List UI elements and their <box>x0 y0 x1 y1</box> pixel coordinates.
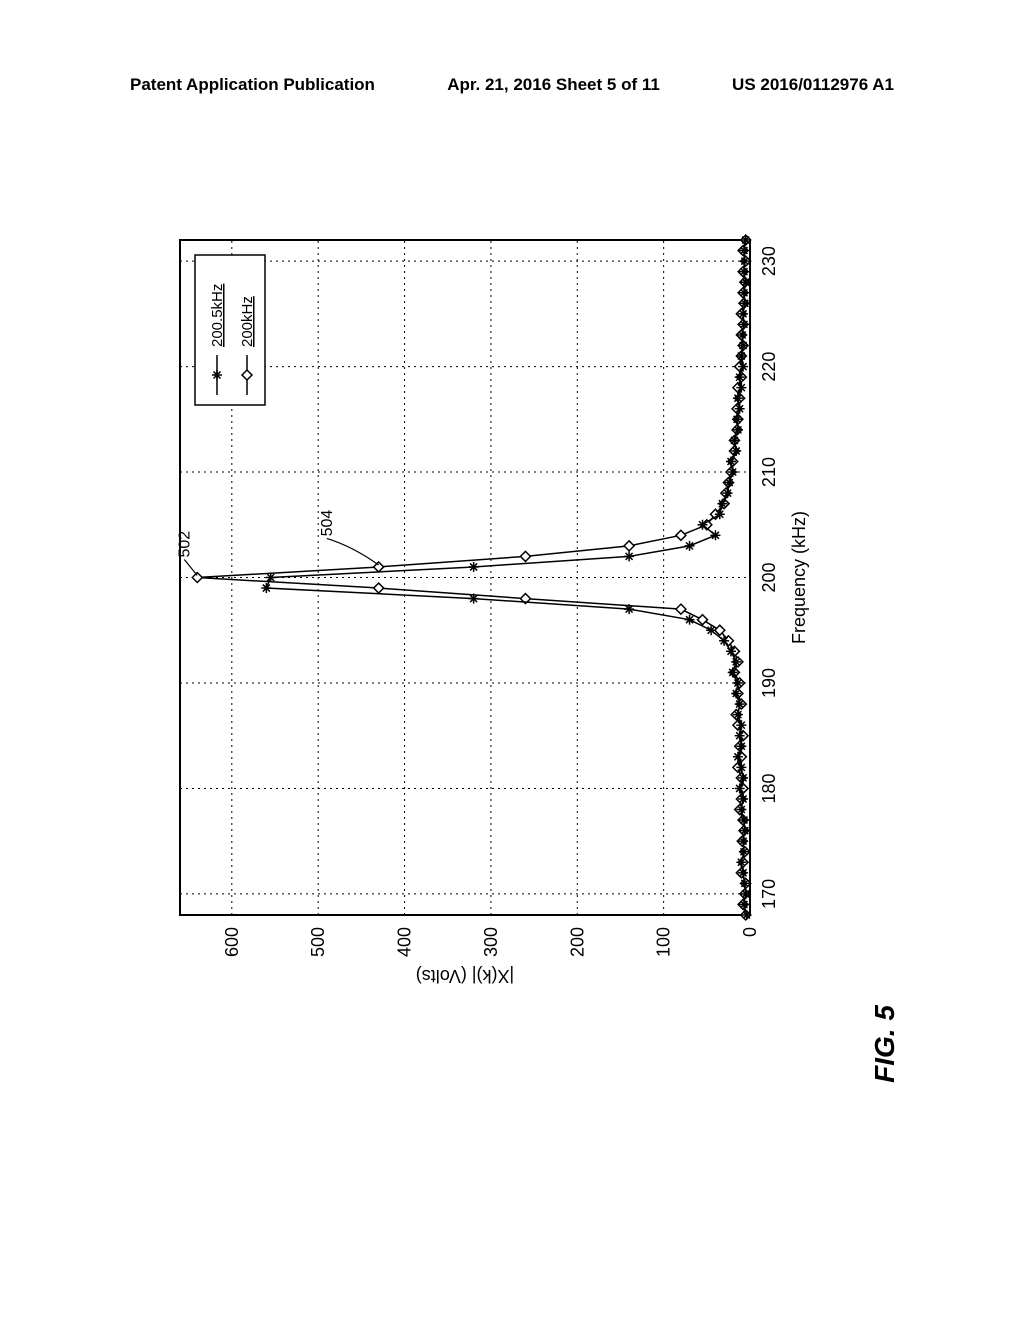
svg-text:200kHz: 200kHz <box>239 296 256 347</box>
svg-text:200: 200 <box>567 927 587 957</box>
svg-text:190: 190 <box>759 668 779 698</box>
svg-text:180: 180 <box>759 773 779 803</box>
header-center: Apr. 21, 2016 Sheet 5 of 11 <box>447 75 660 95</box>
chart-svg: 170 180 190 200 210 220 230 0 100 200 300 400 500 600… <box>160 220 840 1000</box>
svg-text:|X(k)| (Volts): |X(k)| (Volts) <box>416 966 514 986</box>
svg-text:502: 502 <box>176 531 193 558</box>
figure-label: FIG. 5 <box>869 1005 901 1083</box>
svg-text:500: 500 <box>308 927 328 957</box>
header-right: US 2016/0112976 A1 <box>732 75 894 95</box>
svg-text:100: 100 <box>654 927 674 957</box>
svg-text:200: 200 <box>759 562 779 592</box>
svg-text:170: 170 <box>759 879 779 909</box>
svg-text:504: 504 <box>319 510 336 537</box>
svg-text:200.5kHz: 200.5kHz <box>209 284 226 347</box>
header-left: Patent Application Publication <box>130 75 375 95</box>
svg-text:230: 230 <box>759 246 779 276</box>
svg-text:400: 400 <box>395 927 415 957</box>
svg-text:300: 300 <box>481 927 501 957</box>
svg-text:220: 220 <box>759 352 779 382</box>
page-header: Patent Application Publication Apr. 21, … <box>0 75 1024 95</box>
svg-text:210: 210 <box>759 457 779 487</box>
svg-text:600: 600 <box>222 927 242 957</box>
svg-text:0: 0 <box>740 927 760 937</box>
svg-text:Frequency (kHz): Frequency (kHz) <box>789 511 809 644</box>
figure-container: 1701801902002102202300100200300400500600… <box>110 270 890 950</box>
